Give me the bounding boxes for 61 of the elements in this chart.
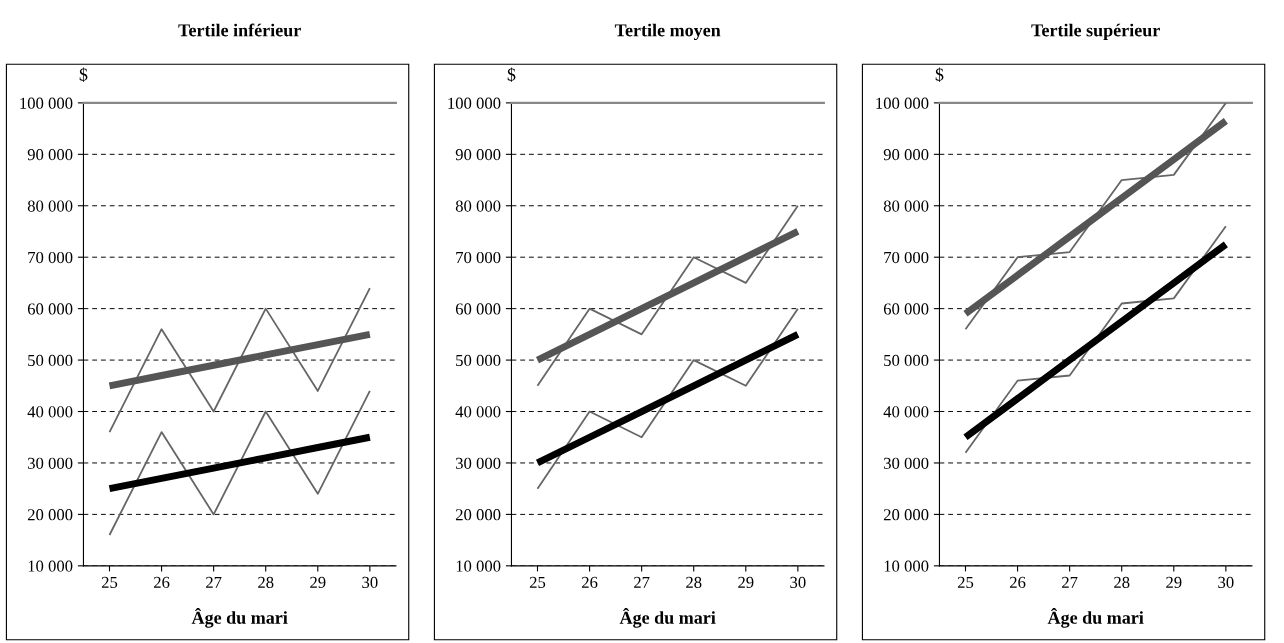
x-tick-label: 25: [529, 576, 546, 588]
y-tick-label: 10 000: [456, 560, 501, 572]
x-tick-label: 29: [738, 576, 754, 588]
x-tick-label: 27: [1062, 576, 1078, 588]
y-tick-label: 20 000: [455, 509, 501, 521]
y-axis-title: $: [935, 67, 944, 82]
y-tick-label: 30 000: [884, 457, 929, 469]
x-tick-label: 27: [206, 576, 222, 588]
line-series: [108, 287, 371, 434]
x-tick-label: 29: [1166, 576, 1182, 588]
y-tick-label: 90 000: [27, 149, 73, 161]
x-tick-label: 25: [101, 576, 118, 588]
y-tick-label: 100 000: [448, 97, 501, 109]
chart-title: Tertile supérieur: [1031, 23, 1160, 41]
y-tick-label: 40 000: [883, 406, 929, 418]
y-tick-label: 10 000: [884, 560, 929, 572]
x-tick-label: 28: [258, 576, 274, 588]
x-tick-label: 30: [1218, 576, 1234, 588]
x-tick-label: 28: [686, 576, 702, 588]
y-tick-label: 80 000: [883, 200, 929, 212]
chart-title: Tertile moyen: [614, 23, 721, 41]
line-series: [536, 204, 799, 387]
y-tick-label: 90 000: [883, 149, 929, 161]
y-tick-label: 30 000: [28, 457, 73, 469]
x-axis-title: Âge du mari: [619, 608, 716, 628]
y-tick-label: 70 000: [28, 251, 73, 264]
x-tick-label: 26: [581, 576, 598, 588]
y-tick-label: 50 000: [884, 354, 929, 367]
y-tick-label: 60 000: [455, 303, 501, 315]
y-axis-title: $: [79, 67, 88, 82]
y-tick-label: 70 000: [884, 251, 929, 264]
y-tick-label: 50 000: [456, 354, 501, 367]
y-tick-label: 50 000: [28, 354, 73, 367]
y-tick-label: 100 000: [876, 97, 929, 109]
x-tick-label: 29: [310, 576, 326, 588]
x-axis-title: Âge du mari: [1047, 608, 1144, 628]
x-tick-label: 30: [362, 576, 378, 588]
y-tick-label: 40 000: [27, 406, 73, 418]
y-tick-label: 60 000: [883, 303, 929, 315]
line-series: [536, 307, 799, 490]
x-tick-label: 26: [153, 576, 170, 588]
x-tick-label: 26: [1009, 576, 1026, 588]
x-tick-label: 27: [634, 576, 650, 588]
y-axis-title: $: [507, 67, 516, 82]
y-tick-label: 30 000: [456, 457, 501, 469]
y-tick-label: 100 000: [20, 97, 73, 109]
line-series: [108, 390, 371, 536]
x-tick-label: 28: [1114, 576, 1130, 588]
y-tick-label: 70 000: [456, 251, 501, 264]
x-tick-label: 25: [957, 576, 974, 588]
y-tick-label: 10 000: [28, 560, 73, 572]
y-tick-label: 80 000: [455, 200, 501, 212]
chart-title: Tertile inférieur: [178, 23, 301, 37]
y-tick-label: 20 000: [883, 509, 929, 521]
y-tick-label: 20 000: [27, 509, 73, 521]
y-tick-label: 80 000: [27, 200, 73, 212]
y-tick-label: 90 000: [455, 149, 501, 161]
x-axis-title: Âge du mari: [191, 608, 288, 628]
x-tick-label: 30: [790, 576, 806, 588]
y-tick-label: 60 000: [27, 303, 73, 315]
y-tick-label: 40 000: [455, 406, 501, 418]
